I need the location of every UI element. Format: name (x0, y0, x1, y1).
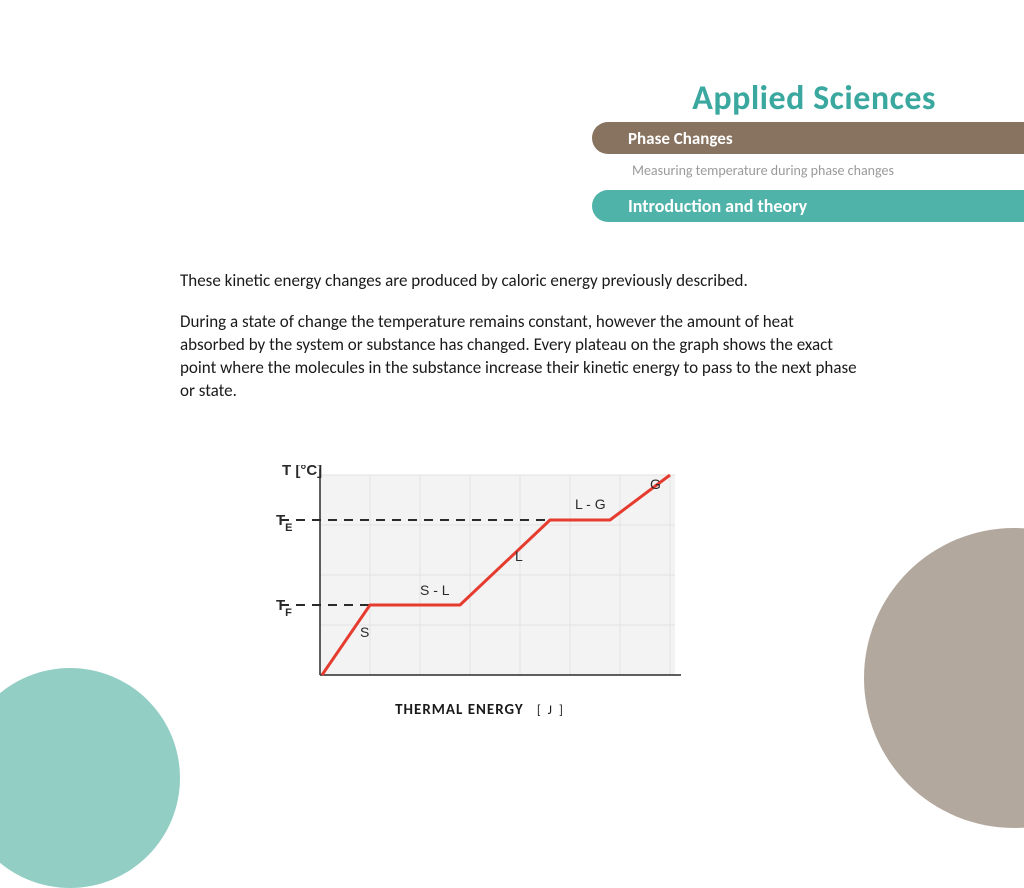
svg-text:T [°C]: T [°C] (282, 465, 322, 479)
svg-text:S - L: S - L (420, 582, 450, 598)
paragraph-2: During a state of change the temperature… (180, 311, 860, 403)
decor-circle-brown (864, 528, 1024, 828)
xaxis-label: THERMAL ENERGY [ J ] (260, 701, 700, 719)
brand-title: Applied Sciences (692, 78, 936, 119)
svg-text:G: G (650, 476, 661, 492)
subtitle-text: Measuring temperature during phase chang… (632, 162, 894, 179)
svg-text:S: S (360, 624, 369, 640)
svg-text:L - G: L - G (575, 496, 606, 512)
phase-chart-svg: T [°C] TE TF S S - L L L - G G (260, 465, 690, 695)
decor-circle-teal (0, 668, 180, 888)
body-text-block: These kinetic energy changes are produce… (180, 270, 860, 421)
topic-label: Phase Changes (628, 128, 733, 149)
section-label: Introduction and theory (628, 195, 807, 217)
xaxis-text: THERMAL ENERGY (395, 701, 524, 719)
phase-chart: T [°C] TE TF S S - L L L - G G THERMAL ENERGY [… (260, 465, 700, 719)
paragraph-1: These kinetic energy changes are produce… (180, 270, 860, 293)
xaxis-unit: [ J ] (537, 703, 565, 718)
topic-bar: Phase Changes (592, 122, 1024, 154)
svg-text:L: L (515, 548, 523, 564)
svg-text:TE: TE (276, 512, 293, 534)
svg-text:TF: TF (276, 597, 292, 619)
section-bar: Introduction and theory (592, 190, 1024, 222)
